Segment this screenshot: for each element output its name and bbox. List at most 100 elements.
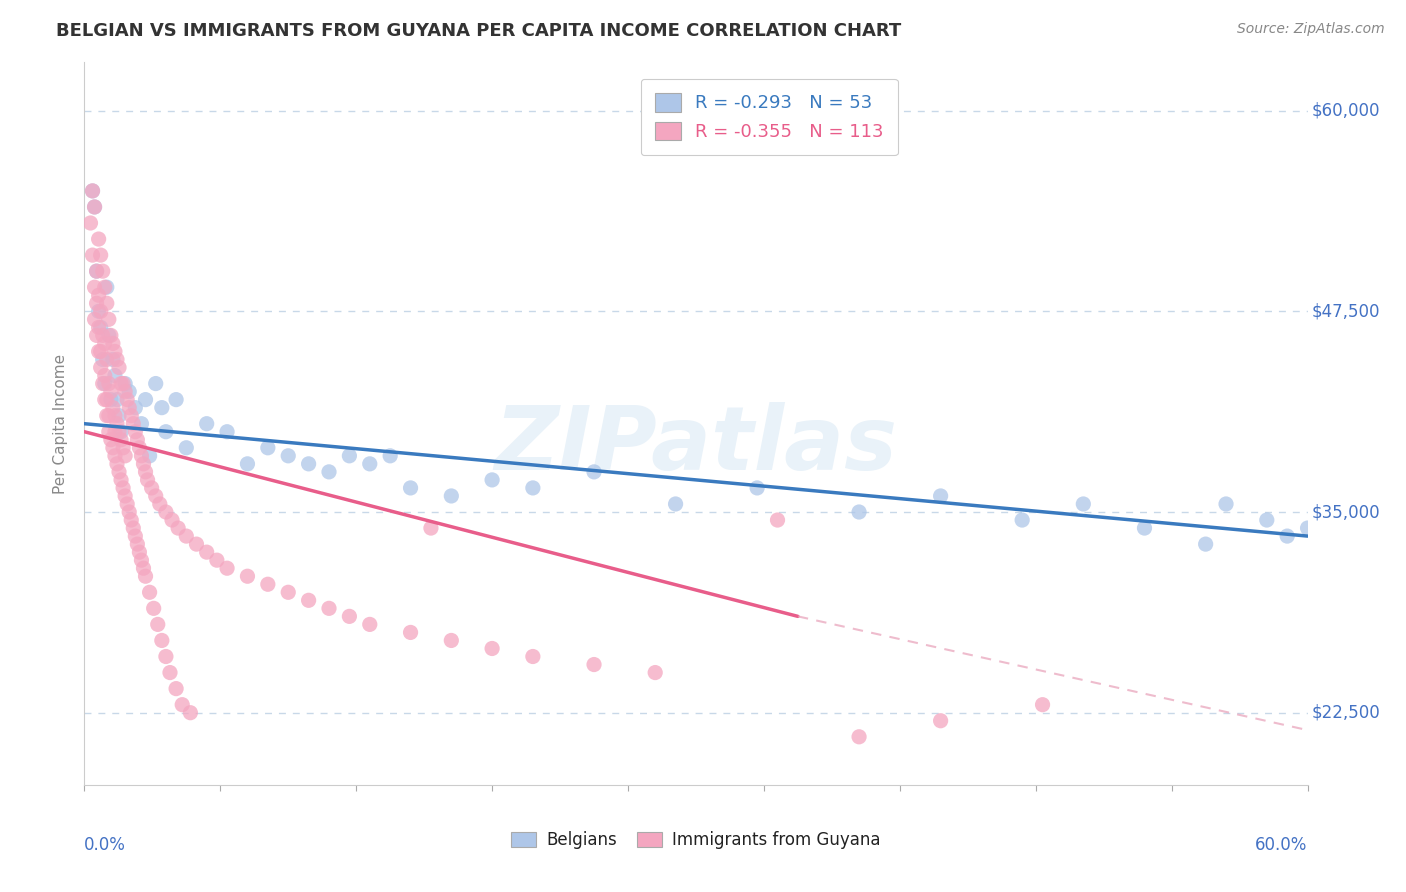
Point [127,537,149,551]
Point [420,521,443,535]
Point [135,392,157,407]
Point [104,449,127,463]
Point [91,376,114,391]
Point [217,425,239,439]
Point [124,401,146,415]
Point [105,392,128,407]
Point [1296,521,1319,535]
Point [100,328,122,343]
Point [155,425,177,439]
Point [91,328,114,343]
Point [87,232,110,246]
Point [82,248,104,262]
Point [1073,497,1095,511]
Point [277,449,299,463]
Point [155,505,177,519]
Point [236,457,259,471]
Point [149,497,172,511]
Point [141,481,163,495]
Point [108,425,131,439]
Point [97,328,120,343]
Point [440,489,463,503]
Point [100,392,122,407]
Point [146,617,169,632]
Point [339,449,361,463]
Point [929,714,952,728]
Point [118,401,141,415]
Y-axis label: Per Capita Income: Per Capita Income [53,353,69,494]
Point [766,513,789,527]
Point [114,376,136,391]
Point [1133,521,1156,535]
Text: Source: ZipAtlas.com: Source: ZipAtlas.com [1237,22,1385,37]
Point [257,441,280,455]
Point [122,521,145,535]
Point [110,473,132,487]
Point [104,409,127,423]
Point [83,200,105,214]
Point [318,465,340,479]
Point [131,553,153,567]
Point [359,617,381,632]
Point [150,401,173,415]
Point [1032,698,1054,712]
Point [93,376,115,391]
Point [86,296,108,310]
Point [160,513,183,527]
Point [118,384,141,399]
Point [96,392,118,407]
Point [136,473,159,487]
Point [91,264,114,278]
Point [122,417,145,431]
Point [101,401,124,415]
Point [108,409,131,423]
Point [205,553,228,567]
Point [236,569,259,583]
Point [93,368,115,383]
Point [172,698,194,712]
Point [93,280,115,294]
Point [105,417,128,431]
Point [644,665,666,680]
Point [108,360,131,375]
Point [1256,513,1278,527]
Point [97,312,120,326]
Text: ZIPatlas: ZIPatlas [495,402,897,489]
Point [298,457,321,471]
Point [142,601,165,615]
Point [112,441,135,455]
Point [848,505,870,519]
Point [115,497,138,511]
Point [96,409,118,423]
Point [165,392,187,407]
Text: $60,000: $60,000 [1312,102,1379,120]
Point [179,706,201,720]
Point [217,561,239,575]
Point [1011,513,1033,527]
Point [440,633,463,648]
Point [79,216,101,230]
Point [112,481,135,495]
Point [138,449,160,463]
Point [399,481,422,495]
Point [114,489,136,503]
Point [90,344,112,359]
Point [104,368,127,383]
Point [86,264,108,278]
Point [380,449,402,463]
Point [104,344,127,359]
Point [97,425,120,439]
Point [96,296,118,310]
Point [82,184,104,198]
Point [86,328,108,343]
Point [128,545,150,559]
Point [87,320,110,334]
Point [318,601,340,615]
Point [165,681,187,696]
Point [150,633,173,648]
Point [138,585,160,599]
Point [90,320,112,334]
Point [87,288,110,302]
Point [114,384,136,399]
Point [127,433,149,447]
